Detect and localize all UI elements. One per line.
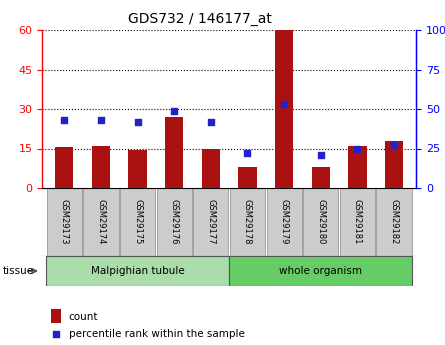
Bar: [348, 146, 367, 188]
Text: GDS732 / 146177_at: GDS732 / 146177_at: [128, 12, 272, 26]
Bar: [229, 256, 413, 286]
Bar: [385, 141, 403, 188]
Bar: [202, 148, 220, 188]
Text: GSM29180: GSM29180: [316, 199, 325, 245]
Point: [281, 101, 288, 107]
Bar: [275, 30, 293, 188]
Text: GSM29182: GSM29182: [389, 199, 399, 245]
Bar: [376, 188, 412, 256]
Bar: [303, 188, 338, 256]
Text: percentile rank within the sample: percentile rank within the sample: [69, 329, 245, 339]
Text: GSM29177: GSM29177: [206, 199, 215, 245]
Text: GSM29173: GSM29173: [60, 199, 69, 245]
Point: [207, 119, 214, 125]
Text: GSM29174: GSM29174: [97, 199, 105, 245]
Text: GSM29176: GSM29176: [170, 199, 179, 245]
Text: GSM29178: GSM29178: [243, 199, 252, 245]
Point: [61, 117, 68, 123]
Point: [134, 119, 141, 125]
Bar: [55, 147, 73, 188]
Point: [317, 152, 324, 158]
Text: GSM29179: GSM29179: [279, 199, 289, 245]
Bar: [46, 256, 229, 286]
Bar: [165, 117, 183, 188]
Point: [97, 117, 105, 123]
Bar: [267, 188, 302, 256]
Point: [53, 331, 60, 337]
Bar: [312, 167, 330, 188]
Text: count: count: [69, 312, 98, 322]
Point: [354, 146, 361, 151]
Bar: [51, 309, 61, 323]
Point: [244, 150, 251, 156]
Bar: [129, 150, 147, 188]
Bar: [120, 188, 155, 256]
Text: whole organism: whole organism: [279, 266, 362, 276]
Bar: [157, 188, 192, 256]
Text: Malpighian tubule: Malpighian tubule: [91, 266, 184, 276]
Bar: [47, 188, 82, 256]
Text: GSM29181: GSM29181: [353, 199, 362, 245]
Bar: [230, 188, 265, 256]
Bar: [193, 188, 228, 256]
Text: GSM29175: GSM29175: [133, 199, 142, 245]
Bar: [239, 167, 257, 188]
Bar: [340, 188, 375, 256]
Text: tissue: tissue: [2, 266, 33, 276]
Point: [391, 142, 398, 148]
Bar: [92, 146, 110, 188]
Bar: [83, 188, 118, 256]
Point: [170, 108, 178, 114]
